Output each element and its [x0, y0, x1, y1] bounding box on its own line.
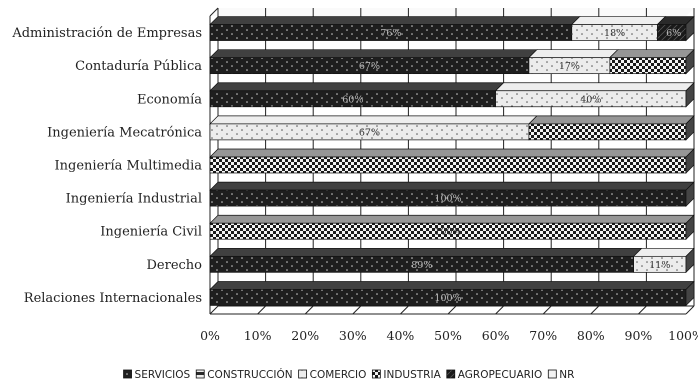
- data-label-administracion-de-empresas-agropecuario: 6%: [666, 28, 681, 39]
- x-tick-label-90: 90%: [625, 328, 653, 343]
- category-label-economia: Economía: [137, 92, 202, 107]
- bar-top-relaciones-internacionales-servicios: [209, 281, 695, 290]
- bar-top-economia-comercio: [494, 82, 695, 92]
- bar-top-derecho-servicios: [209, 247, 643, 257]
- bar-end-ingenieria-multimedia: [685, 148, 695, 174]
- bar-top-contaduria-publica-servicios: [209, 49, 538, 59]
- data-label-economia-comercio: 40%: [580, 94, 601, 105]
- floor-gridline: [495, 305, 504, 315]
- legend-swatch-construccion: [195, 369, 205, 379]
- x-tick-label-80: 80%: [577, 328, 605, 343]
- floor-gridline: [304, 305, 314, 315]
- x-tick-label-70: 70%: [529, 328, 557, 343]
- data-label-contaduria-publica-servicios: 67%: [359, 61, 380, 72]
- data-label-administracion-de-empresas-servicios: 76%: [380, 28, 401, 39]
- bar-end-derecho: [685, 247, 695, 274]
- x-tick-label-60: 60%: [482, 328, 510, 343]
- floor-gridline: [685, 305, 695, 315]
- category-label-administracion-de-empresas: Administración de Empresas: [11, 26, 202, 41]
- bar-top-ingenieria-mecatronica-comercio: [209, 115, 538, 125]
- category-label-ingenieria-multimedia: Ingeniería Multimedia: [55, 159, 203, 174]
- bar-top-ingenieria-civil-industria: [209, 214, 695, 224]
- bar-end-ingenieria-industrial: [685, 181, 695, 207]
- bar-end-ingenieria-civil: [685, 214, 695, 241]
- legend-label-comercio: COMERCIO: [310, 369, 367, 381]
- bar-end-contaduria-publica: [685, 48, 695, 75]
- bar-top-ingenieria-multimedia-industria: [209, 148, 695, 158]
- legend-swatch-comercio: [298, 369, 308, 379]
- x-tick-label-30: 30%: [339, 328, 367, 343]
- x-tick-label-10: 10%: [244, 328, 272, 343]
- bar-ingenieria-multimedia-industria: [209, 156, 687, 174]
- data-label-administracion-de-empresas-comercio: 18%: [604, 28, 625, 39]
- bar-top-economia-servicios: [209, 82, 505, 92]
- x-tick-label-40: 40%: [387, 328, 415, 343]
- bar-top-administracion-de-empresas-servicios: [209, 16, 581, 25]
- data-label-contaduria-publica-comercio: 17%: [559, 61, 580, 72]
- bar-top-administracion-de-empresas-comercio: [570, 16, 667, 25]
- back-wall-top: [210, 8, 694, 16]
- data-label-derecho-comercio: 11%: [649, 260, 670, 271]
- top-edge: [209, 7, 219, 17]
- x-tick-labels: 0% 10% 20% 30% 40% 50% 60% 70% 80% 90% 100%: [200, 328, 698, 343]
- data-labels: 76% 18% 6% 67% 17% 60% 40% 67% 100% 100% 89% 11% 100…: [342, 28, 681, 304]
- data-label-economia-servicios: 60%: [342, 94, 363, 105]
- category-label-ingenieria-mecatronica: Ingeniería Mecatrónica: [47, 125, 202, 140]
- bar-contaduria-publica-industria: [609, 57, 687, 75]
- bar-top-contaduria-publica-industria: [608, 49, 695, 59]
- bar-ingenieria-mecatronica-industria: [528, 123, 687, 141]
- x-tick-label-0: 0%: [200, 328, 220, 343]
- legend-label-nr: NR: [559, 369, 574, 381]
- floor-gridline: [542, 305, 552, 315]
- floor-gridline: [400, 305, 409, 315]
- legend-label-industria: INDUSTRIA: [383, 369, 441, 381]
- bar-top-derecho-comercio: [632, 247, 695, 257]
- bar-end-economia: [685, 81, 695, 108]
- legend-swatch-industria: [371, 369, 381, 379]
- legend-swatch-nr: [547, 369, 557, 379]
- data-label-ingenieria-mecatronica-comercio: 67%: [359, 127, 380, 138]
- legend-swatch-servicios: [123, 369, 132, 379]
- category-label-relaciones-internacionales: Relaciones Internacionales: [24, 291, 202, 306]
- category-label-derecho: Derecho: [146, 258, 202, 273]
- data-label-derecho-servicios: 89%: [411, 260, 432, 271]
- data-label-ingenieria-civil-industria: 100%: [434, 227, 461, 238]
- category-label-ingenieria-civil: Ingeniería Civil: [100, 225, 202, 240]
- bar-end-relaciones-internacionales: [685, 280, 695, 307]
- legend-label-agropecuario: AGROPECUARIO: [458, 369, 543, 381]
- bar-top-contaduria-publica-comercio: [528, 49, 619, 59]
- x-tick-label-20: 20%: [291, 328, 319, 343]
- bar-end-ingenieria-mecatronica: [685, 115, 695, 141]
- plot-area: 76% 18% 6% 67% 17% 60% 40% 67% 100% 100% 89% 11% 100…: [11, 7, 698, 343]
- category-label-contaduria-publica: Contaduría Pública: [75, 59, 202, 74]
- bar-top-ingenieria-industrial-servicios: [209, 181, 695, 191]
- bar-top-ingenieria-mecatronica-industria: [528, 115, 695, 125]
- data-label-ingenieria-industrial-servicios: 100%: [434, 194, 461, 205]
- legend: SERVICIOS CONSTRUCCIÓN COMERCIO INDUSTRIA AG…: [123, 368, 574, 381]
- data-label-relaciones-internacionales-servicios: 100%: [434, 293, 461, 304]
- floor-gridline: [352, 305, 362, 315]
- x-tick-label-100: 100%: [668, 328, 698, 343]
- floor-gridline: [209, 305, 219, 315]
- legend-swatch-agropecuario: [446, 369, 456, 379]
- legend-label-construccion: CONSTRUCCIÓN: [207, 368, 292, 381]
- floor-gridline: [638, 305, 647, 315]
- x-tick-label-50: 50%: [434, 328, 462, 343]
- floor-gridline: [447, 305, 457, 315]
- category-label-ingenieria-industrial: Ingeniería Industrial: [66, 192, 202, 207]
- bar-end-administracion-de-empresas: [685, 15, 695, 42]
- legend-label-servicios: SERVICIOS: [135, 369, 191, 381]
- bars: [209, 15, 695, 307]
- category-labels: Administración de Empresas Contaduría Púb…: [11, 26, 202, 306]
- floor-gridline: [257, 305, 266, 315]
- floor-gridline: [590, 305, 600, 315]
